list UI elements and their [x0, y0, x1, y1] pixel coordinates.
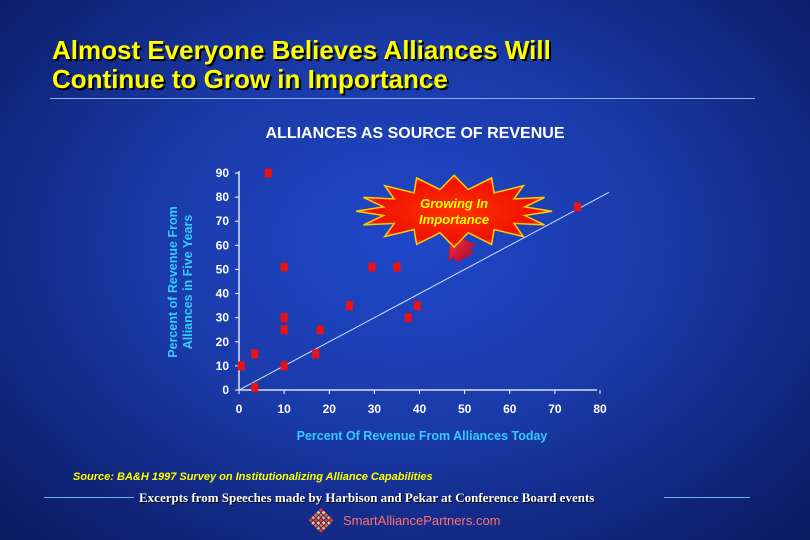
data-point [280, 313, 288, 323]
x-axis-label: Percent Of Revenue From Alliances Today [297, 429, 548, 443]
footer-site-link[interactable]: SmartAlliancePartners.com [343, 513, 501, 528]
logo-cell [313, 523, 318, 528]
x-tick-label: 30 [368, 402, 382, 416]
logo-cell [316, 521, 321, 525]
y-tick-label: 20 [216, 335, 230, 349]
logo-cell [326, 521, 331, 525]
x-tick-label: 50 [458, 402, 472, 416]
data-point [316, 325, 324, 335]
logo-cell [324, 513, 329, 518]
x-tick-label: 70 [548, 402, 562, 416]
logo-cell [319, 528, 323, 533]
data-point [280, 361, 288, 371]
source-note: Source: BA&H 1997 Survey on Institutiona… [73, 471, 433, 483]
data-point [312, 349, 320, 359]
logo-cell [319, 523, 323, 528]
data-point [404, 313, 412, 323]
logo-cell [321, 521, 326, 525]
x-tick-label: 0 [236, 402, 243, 416]
data-point [393, 262, 401, 272]
data-point [346, 301, 354, 311]
logo-cell [316, 515, 321, 520]
burst-text-line-2: Importance [419, 212, 489, 227]
chart-title: ALLIANCES AS SOURCE OF REVENUE [266, 125, 565, 142]
chart-ticks: 0 10 20 30 40 50 60 70 80 0 10 20 30 40 50 60 70 80 90 [216, 166, 607, 416]
data-point [237, 361, 245, 371]
data-point [413, 301, 421, 311]
logo-cell [321, 526, 326, 531]
slide-title-line-2: Continue to Grow in Importance [52, 64, 448, 94]
diagonal-trend-line [238, 191, 610, 391]
y-tick-label: 60 [216, 238, 230, 252]
chart-points [237, 168, 581, 393]
x-tick-label: 10 [277, 402, 291, 416]
x-tick-label: 40 [413, 402, 427, 416]
y-tick-label: 80 [216, 190, 230, 204]
logo-cell [324, 523, 329, 528]
y-tick-label: 70 [216, 214, 230, 228]
y-tick-label: 0 [222, 383, 229, 397]
data-point [280, 262, 288, 272]
logo-cell [308, 518, 313, 523]
footer-divider-right [664, 497, 750, 498]
y-axis-label-line-2: Alliances in Five Years [181, 215, 195, 350]
diamond-grid-icon [308, 508, 334, 533]
logo-cell [324, 518, 329, 523]
footer-excerpt: Excerpts from Speeches made by Harbison … [139, 490, 595, 505]
y-tick-label: 10 [216, 359, 230, 373]
logo-cell [319, 518, 323, 523]
logo-cell [311, 521, 316, 525]
logo-cell [319, 513, 323, 518]
logo-cell [319, 508, 323, 512]
data-point [280, 325, 288, 335]
y-tick-label: 30 [216, 311, 230, 325]
slide-title-line-1: Almost Everyone Believes Alliances Will [52, 35, 551, 65]
y-tick-label: 40 [216, 287, 230, 301]
logo-cell [316, 510, 321, 515]
logo-cell [326, 515, 331, 520]
logo-cell [313, 518, 318, 523]
logo-cell [313, 513, 318, 518]
data-point [368, 262, 376, 272]
x-tick-label: 80 [593, 402, 607, 416]
slide-title: Almost Everyone Believes Alliances Will … [52, 36, 551, 94]
logo-cell [321, 510, 326, 515]
data-point [251, 349, 259, 359]
starburst-icon [355, 174, 553, 249]
data-point [251, 383, 259, 393]
y-axis-label-line-1: Percent of Revenue From [166, 206, 180, 357]
data-point [573, 202, 581, 212]
growing-in-importance-burst: Growing In Importance [355, 174, 553, 249]
y-tick-label: 90 [216, 166, 230, 180]
logo-cell [311, 515, 316, 520]
x-tick-label: 60 [503, 402, 517, 416]
chart-axes [238, 171, 597, 391]
logo-cell [329, 518, 334, 523]
burst-text-line-1: Growing In [420, 196, 488, 211]
title-divider [50, 98, 755, 99]
footer-divider-left [44, 497, 134, 498]
data-point [264, 168, 272, 178]
x-tick-label: 20 [323, 402, 337, 416]
logo-cell [316, 526, 321, 531]
logo-cell [321, 515, 326, 520]
y-tick-label: 50 [216, 262, 230, 276]
